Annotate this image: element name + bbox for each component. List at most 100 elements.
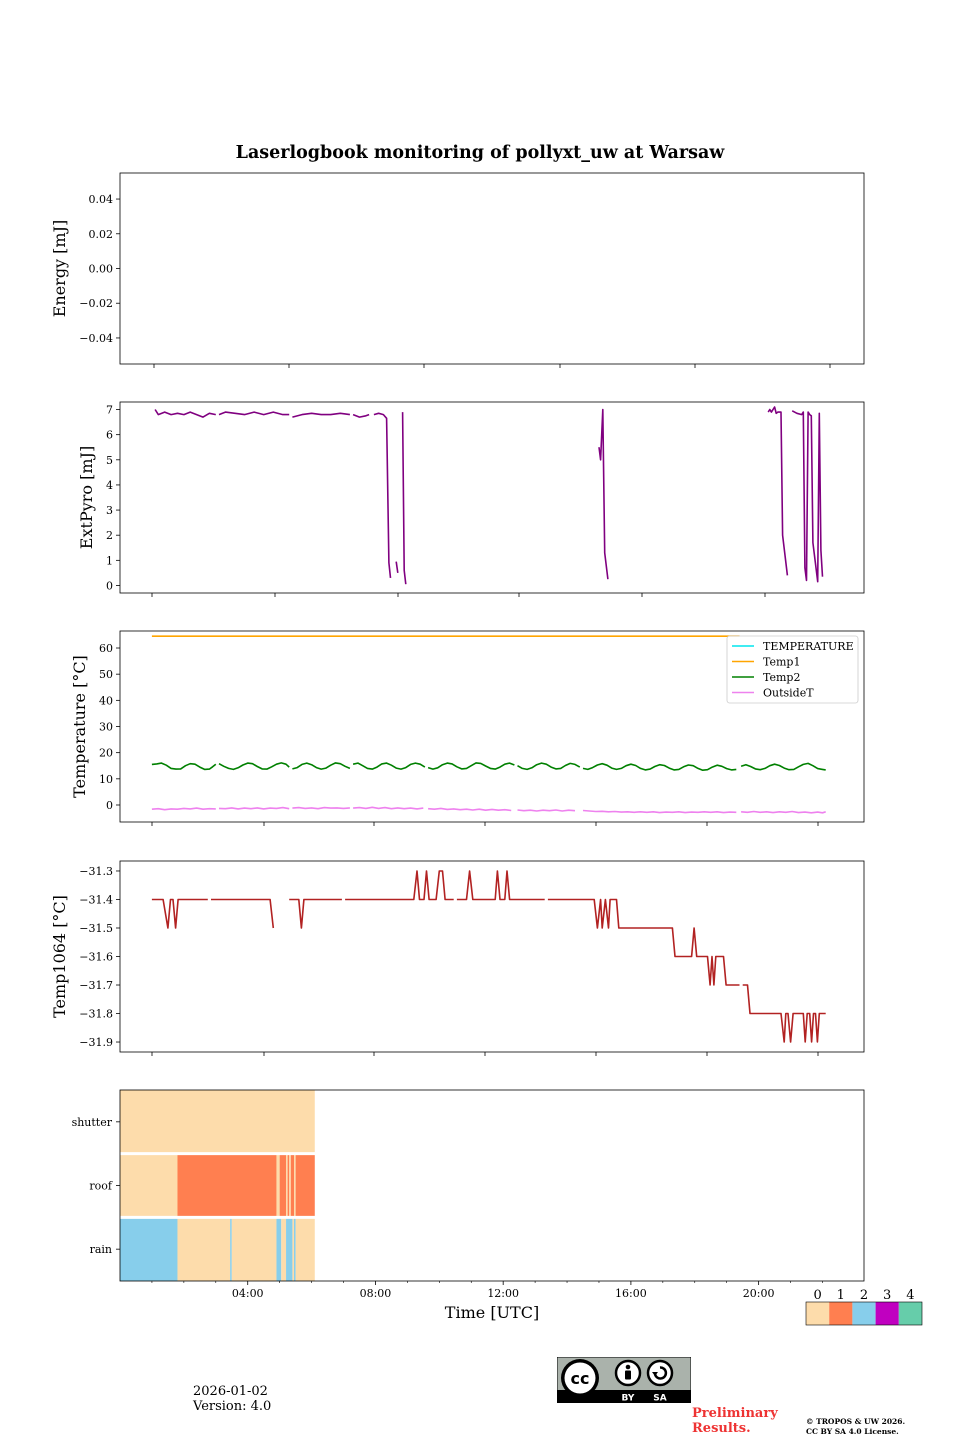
y-tick-label: 4 [106,479,113,492]
colorbar-tick-label: 4 [906,1288,914,1303]
y-axis-label: Energy [mJ] [50,220,69,318]
y-tick-label: 0.02 [89,228,114,241]
y-tick-label: 2 [106,529,113,542]
line-segment-extpyro [767,406,789,576]
x-tick-label: 16:00 [615,1287,647,1300]
status-block [294,1153,296,1218]
line-segment-temp2 [740,762,826,771]
cc-sa-label: SA [653,1394,666,1404]
status-block [289,1153,291,1218]
colorbar-tick-label: 0 [813,1288,821,1303]
y-tick-label: −31.5 [79,922,113,935]
y-tick-label: 40 [99,694,113,707]
y-tick-label: 6 [106,429,113,442]
line-segment-extpyro [352,413,370,418]
y-axis-label: Temperature [°C] [70,655,89,798]
y-tick-label: 0.04 [89,193,114,206]
line-segment-outsidet [353,806,424,810]
status-block [287,1153,290,1218]
line-segment-temp1064 [742,984,826,1043]
line-segment-temp1064 [456,870,545,901]
line-segment-outsidet [292,806,350,810]
y-tick-label: 7 [106,404,113,417]
y-tick-label: −31.9 [79,1036,113,1049]
y-tick-label: 1 [106,554,113,567]
y-tick-label: 20 [99,747,113,760]
axes-frame [119,860,865,1053]
series-temp2 [151,762,826,771]
line-segment-outsidet [582,809,737,814]
copyright-line-1: © TROPOS & UW 2026. [806,1417,906,1426]
panel-status: shutter roof rain 04:00 08:00 12:00 16:00 20:00… [72,1089,865,1322]
line-segment-temp2 [517,762,581,771]
status-block [120,1090,315,1154]
copyright-line-2: CC BY SA 4.0 License. [806,1427,899,1436]
preliminary-results-note: Preliminary Results. [692,1406,778,1436]
status-block [177,1217,231,1281]
x-tick-label: 08:00 [360,1287,392,1300]
y-tick-label: −31.4 [79,893,113,906]
cc-by-sa-badge[interactable]: cc BY SA [557,1357,691,1403]
chart-title: Laserlogbook monitoring of pollyxt_uw at… [236,143,726,163]
y-tick-label: −0.04 [79,332,113,345]
copyright-note: © TROPOS & UW 2026. CC BY SA 4.0 License… [806,1417,905,1437]
line-segment-temp2 [582,762,737,771]
series-temp1064 [151,870,826,1043]
line-segment-temp1064 [289,898,342,929]
colorbar-tick-label: 1 [837,1288,845,1303]
row-label-shutter: shutter [72,1116,113,1129]
x-tick-label: 20:00 [743,1287,775,1300]
status-block [177,1153,277,1218]
y-tick-label: 50 [99,668,113,681]
status-block [290,1153,295,1218]
legend-label-temperature: TEMPERATURE [763,640,854,653]
y-tick-label: 30 [99,721,113,734]
line-segment-temp2 [218,762,290,771]
series-outsidet [151,806,826,814]
share-alike-icon [646,1359,674,1387]
line-segment-temp1064 [547,898,740,986]
y-tick-label: 5 [106,454,113,467]
line-segment-extpyro [598,408,609,580]
legend-label-temp2: Temp2 [763,671,800,684]
x-tick-label: 12:00 [487,1287,519,1300]
row-label-roof: roof [89,1180,113,1193]
panel-energy: 0.04 0.02 0.00 −0.02 −0.04 Energy [mJ] [50,172,865,368]
axes-frame [119,401,865,594]
status-block [286,1153,288,1218]
y-axis-label: Temp1064 [°C] [50,895,69,1018]
status-row-rain [120,1217,315,1281]
footer-version: Version: 4.0 [193,1399,272,1414]
panel-temperature: 0 10 20 30 40 50 60 Temperature [°C] TEMPERATURE… [70,630,865,826]
y-axis-label: ExtPyro [mJ] [77,446,96,549]
status-block [281,1217,287,1281]
status-block [120,1153,178,1218]
status-block [120,1217,178,1281]
y-tick-label: −0.02 [79,297,113,310]
series-extpyro [154,406,824,585]
line-segment-outsidet [218,806,290,810]
footer-date: 2026-01-02 [193,1384,268,1399]
axes-frame [119,172,865,365]
line-segment-extpyro [218,411,290,416]
line-segment-temp1064 [211,898,275,929]
colorbar-swatch-1 [829,1302,853,1325]
line-segment-temp2 [151,762,217,771]
line-segment-temp1064 [151,898,208,929]
status-block [292,1217,295,1281]
status-block [294,1217,296,1281]
status-block [276,1153,280,1218]
preliminary-line-1: Preliminary [692,1406,778,1421]
y-tick-label: 10 [99,773,113,786]
line-segment-extpyro [373,412,392,578]
legend-box [726,635,859,704]
y-tick-label: 0 [106,579,113,592]
status-row-shutter [120,1090,315,1154]
y-tick-label: −31.6 [79,951,113,964]
line-segment-extpyro [401,412,407,585]
status-block [231,1217,277,1281]
line-segment-extpyro [292,412,351,418]
y-tick-label: −31.8 [79,1008,113,1021]
